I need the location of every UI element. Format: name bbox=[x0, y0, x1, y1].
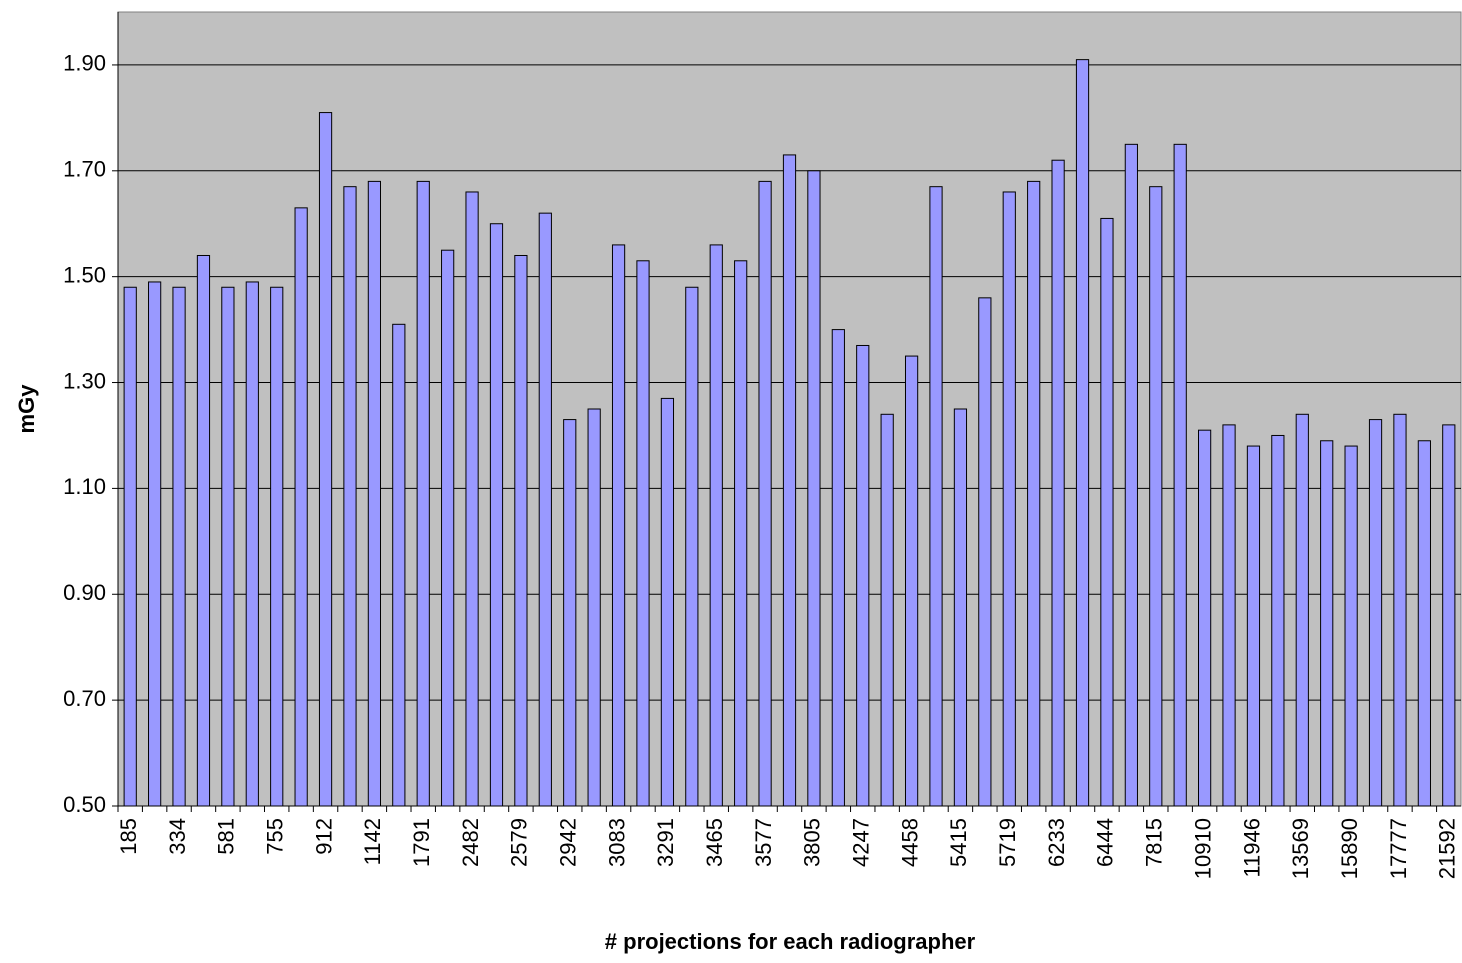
x-tick-label: 4247 bbox=[849, 818, 874, 867]
bar bbox=[1417, 440, 1431, 807]
bar bbox=[538, 212, 552, 807]
bar bbox=[245, 281, 259, 807]
bar bbox=[1075, 59, 1090, 807]
bar bbox=[196, 254, 211, 807]
bar bbox=[1442, 424, 1456, 807]
x-tick-label: 3577 bbox=[751, 818, 776, 867]
bar bbox=[318, 112, 333, 807]
bar bbox=[148, 281, 162, 807]
x-tick-label: 17777 bbox=[1386, 818, 1411, 879]
bar bbox=[978, 297, 992, 807]
bar bbox=[1393, 413, 1407, 807]
bar bbox=[1222, 424, 1236, 807]
y-tick-label: 1.70 bbox=[63, 157, 106, 182]
y-tick-label: 1.10 bbox=[63, 474, 106, 499]
y-tick-label: 1.30 bbox=[63, 368, 106, 393]
bar bbox=[660, 397, 675, 807]
bar bbox=[1173, 143, 1187, 807]
bar bbox=[1051, 159, 1065, 807]
x-tick-label: 912 bbox=[311, 818, 336, 855]
bar bbox=[587, 408, 601, 807]
x-tick-label: 5719 bbox=[995, 818, 1020, 867]
bar bbox=[929, 186, 943, 807]
bar bbox=[563, 419, 577, 807]
x-axis-title: # projections for each radiographer bbox=[605, 929, 976, 954]
bar bbox=[514, 254, 528, 807]
x-tick-label: 2482 bbox=[458, 818, 483, 867]
x-tick-label: 3805 bbox=[800, 818, 825, 867]
x-tick-label: 11946 bbox=[1239, 818, 1264, 878]
bar bbox=[221, 286, 235, 807]
x-tick-label: 185 bbox=[116, 818, 141, 855]
bar bbox=[172, 286, 186, 807]
x-tick-label: 7815 bbox=[1142, 818, 1167, 867]
x-tick-label: 3291 bbox=[653, 818, 678, 867]
x-tick-label: 21592 bbox=[1435, 818, 1460, 879]
bar bbox=[782, 154, 797, 807]
bar bbox=[294, 207, 308, 807]
bar bbox=[1027, 180, 1041, 807]
x-tick-label: 15890 bbox=[1337, 818, 1362, 879]
x-tick-label: 755 bbox=[263, 818, 288, 855]
bar bbox=[758, 180, 772, 807]
bar bbox=[831, 329, 845, 807]
bar bbox=[734, 260, 748, 807]
bar bbox=[1124, 143, 1138, 807]
x-tick-label: 1142 bbox=[360, 818, 385, 865]
x-tick-label: 2942 bbox=[556, 818, 581, 867]
bar bbox=[367, 180, 381, 807]
bar bbox=[611, 244, 626, 807]
x-tick-label: 581 bbox=[214, 818, 239, 855]
bar bbox=[1149, 186, 1163, 807]
x-tick-label: 3465 bbox=[702, 818, 727, 867]
bar bbox=[1320, 440, 1334, 807]
bar bbox=[1100, 217, 1114, 807]
y-tick-label: 1.50 bbox=[63, 262, 106, 287]
bar bbox=[685, 286, 699, 807]
y-tick-label: 0.50 bbox=[63, 792, 106, 817]
x-tick-label: 3083 bbox=[604, 818, 629, 867]
x-tick-label: 13569 bbox=[1288, 818, 1313, 879]
bar bbox=[489, 223, 504, 807]
bar bbox=[1246, 445, 1261, 807]
bar bbox=[904, 355, 919, 807]
bar bbox=[1368, 419, 1383, 807]
y-tick-label: 0.90 bbox=[63, 580, 106, 605]
y-tick-label: 0.70 bbox=[63, 686, 106, 711]
bar bbox=[1295, 413, 1309, 807]
bar bbox=[123, 286, 137, 807]
bar bbox=[807, 170, 821, 807]
x-tick-label: 334 bbox=[165, 818, 190, 855]
bar bbox=[636, 260, 650, 807]
bar bbox=[1344, 445, 1358, 807]
bar bbox=[953, 408, 968, 807]
bar bbox=[880, 413, 894, 807]
bar bbox=[441, 249, 455, 807]
x-tick-label: 1791 bbox=[409, 818, 434, 867]
bar bbox=[465, 191, 479, 807]
bar bbox=[1198, 429, 1212, 807]
x-tick-label: 4458 bbox=[897, 818, 922, 867]
x-tick-label: 10910 bbox=[1190, 818, 1215, 879]
bar bbox=[856, 344, 870, 807]
x-tick-label: 6233 bbox=[1044, 818, 1069, 867]
bar bbox=[1271, 434, 1285, 807]
x-tick-label: 5415 bbox=[946, 818, 971, 867]
bar bbox=[1002, 191, 1016, 807]
x-tick-label: 6444 bbox=[1093, 818, 1118, 867]
bar bbox=[392, 323, 406, 807]
bar bbox=[343, 186, 357, 807]
bar bbox=[416, 180, 430, 807]
y-axis-title: mGy bbox=[14, 384, 39, 434]
bar bbox=[270, 286, 284, 807]
y-tick-label: 1.90 bbox=[63, 51, 106, 76]
x-tick-label: 2579 bbox=[507, 818, 532, 867]
bar bbox=[709, 244, 723, 807]
